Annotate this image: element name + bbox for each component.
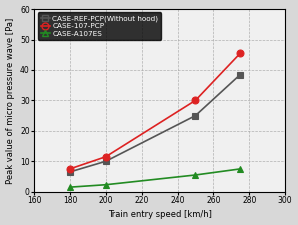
CASE-REF-PCP(Without hood) bbox=[238, 73, 242, 76]
CASE-A107ES bbox=[68, 186, 72, 189]
CASE-107-PCP bbox=[104, 155, 108, 158]
X-axis label: Train entry speed [km/h]: Train entry speed [km/h] bbox=[108, 210, 212, 219]
Line: CASE-A107ES: CASE-A107ES bbox=[66, 165, 244, 191]
CASE-A107ES bbox=[194, 174, 197, 176]
CASE-REF-PCP(Without hood) bbox=[194, 114, 197, 117]
CASE-A107ES bbox=[104, 183, 108, 186]
CASE-REF-PCP(Without hood) bbox=[104, 160, 108, 163]
Line: CASE-REF-PCP(Without hood): CASE-REF-PCP(Without hood) bbox=[66, 71, 244, 176]
Y-axis label: Peak value of micro pressure wave [Pa]: Peak value of micro pressure wave [Pa] bbox=[6, 17, 15, 184]
CASE-107-PCP bbox=[68, 168, 72, 170]
CASE-REF-PCP(Without hood) bbox=[68, 171, 72, 173]
Line: CASE-107-PCP: CASE-107-PCP bbox=[66, 50, 244, 172]
CASE-107-PCP bbox=[238, 52, 242, 54]
Legend: CASE-REF-PCP(Without hood), CASE-107-PCP, CASE-A107ES: CASE-REF-PCP(Without hood), CASE-107-PCP… bbox=[38, 12, 161, 40]
CASE-107-PCP bbox=[194, 99, 197, 102]
CASE-A107ES bbox=[238, 168, 242, 170]
